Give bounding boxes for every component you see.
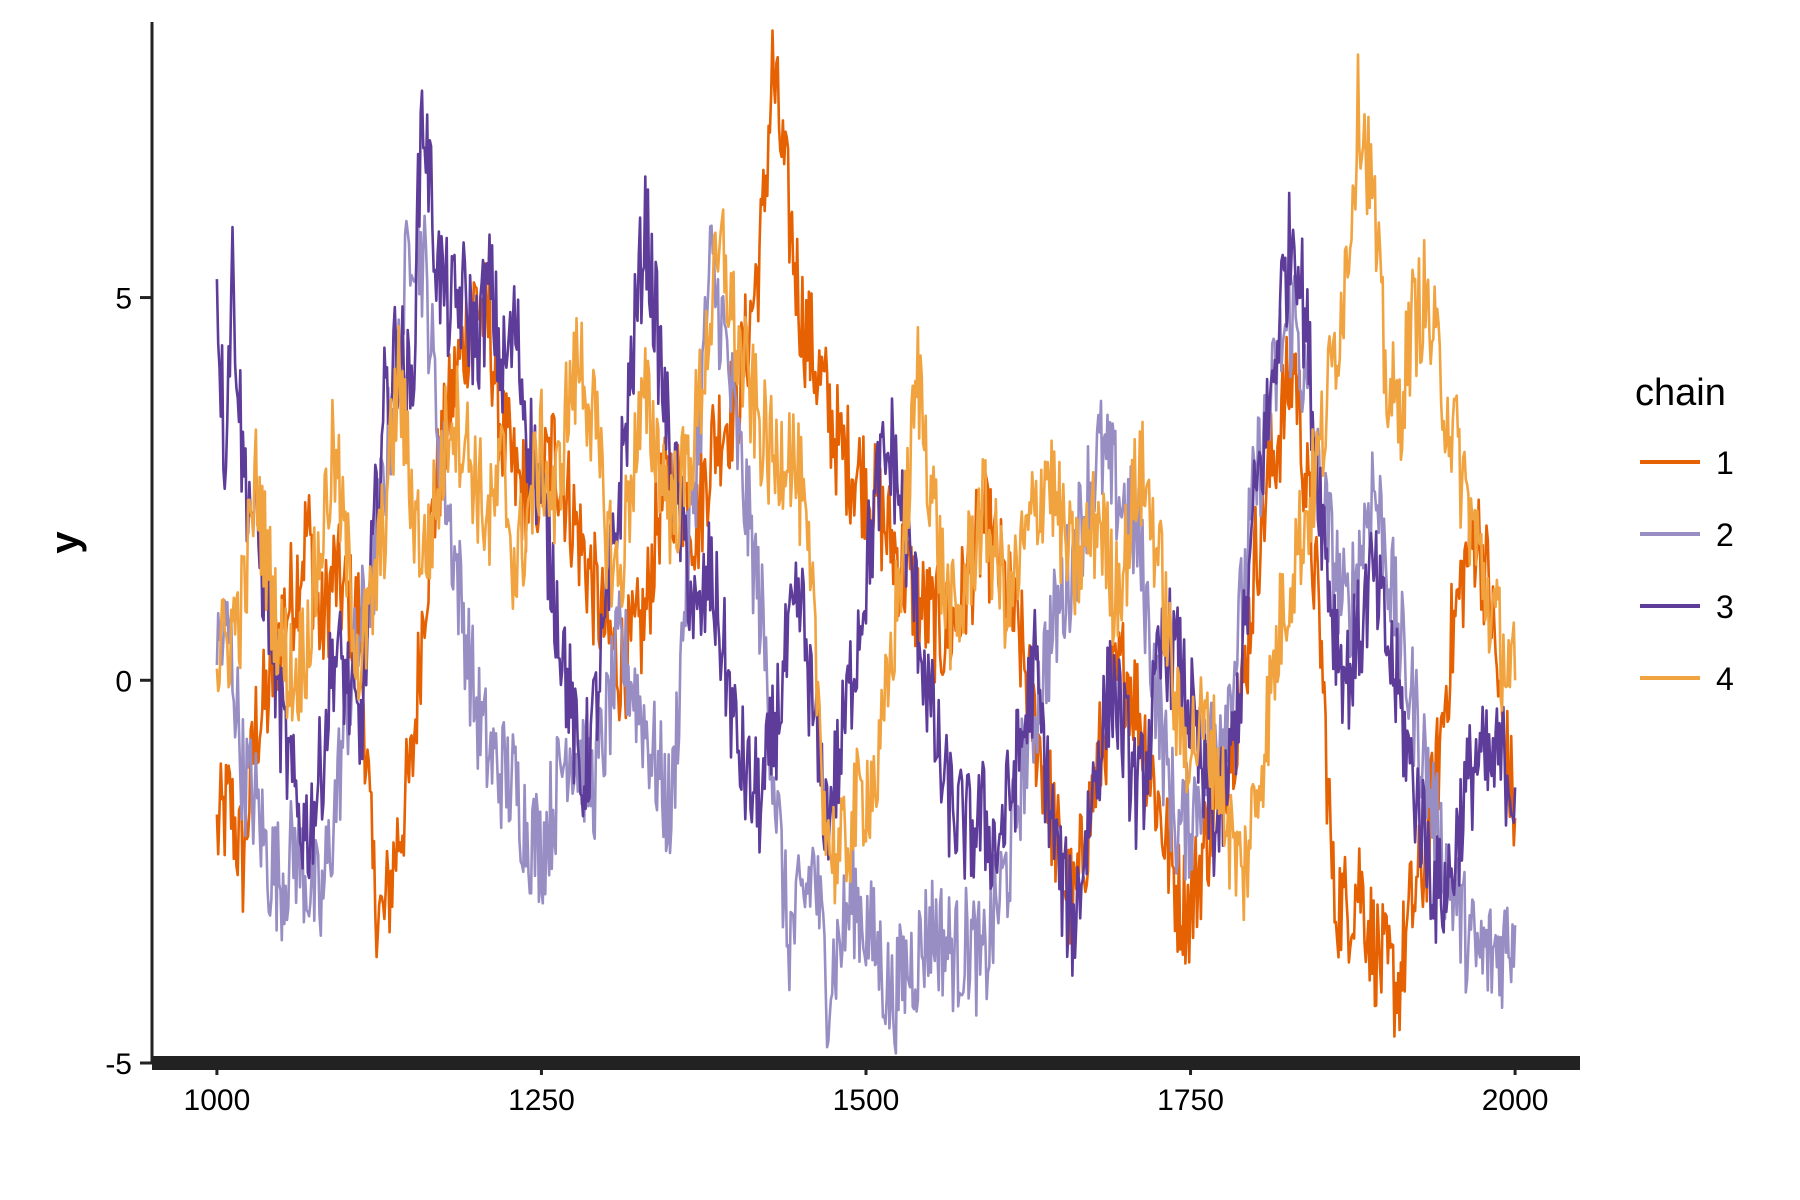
x-tick-label: 1000	[184, 1084, 251, 1117]
x-tick-label: 1750	[1157, 1084, 1224, 1117]
legend-items: 1 2 3 4	[1640, 445, 1734, 697]
y-tick-label: 0	[115, 665, 132, 698]
y-axis-title: y	[43, 531, 87, 554]
y-tick-label: -5	[105, 1048, 132, 1081]
series-layer	[215, 29, 1517, 1055]
legend-label-chain-2: 2	[1716, 517, 1734, 553]
legend-label-chain-3: 3	[1716, 589, 1734, 625]
series-line-chain-3	[215, 89, 1517, 977]
legend-title: chain	[1635, 372, 1726, 414]
series-line-chain-2	[215, 209, 1517, 1055]
x-tick-label: 1250	[508, 1084, 575, 1117]
x-tick-label: 2000	[1482, 1084, 1549, 1117]
y-tick-label: 5	[115, 283, 132, 316]
series-line-chain-4	[215, 53, 1517, 922]
x-tick-label: 1500	[833, 1084, 900, 1117]
ticks-layer: 1000 1250 1500 1750 2000 -5 0 5	[105, 283, 1548, 1117]
legend-label-chain-1: 1	[1716, 445, 1734, 481]
legend-label-chain-4: 4	[1716, 661, 1734, 697]
legend: chain 1 2 3 4	[1635, 372, 1734, 697]
